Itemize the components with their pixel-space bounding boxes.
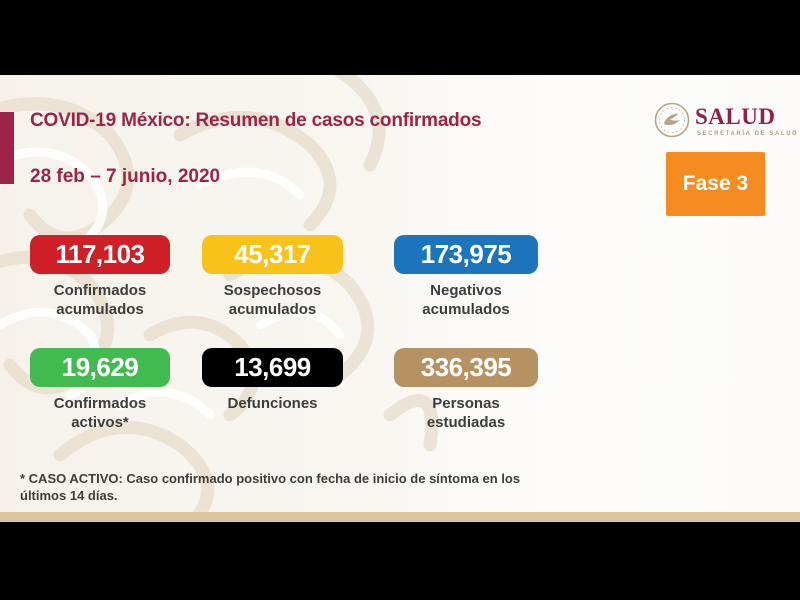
stat-pill-confirmados-activos: 19,629 — [30, 348, 170, 387]
stat-label: Confirmados acumulados — [53, 282, 147, 318]
stat-value: 117,103 — [55, 239, 145, 269]
left-accent-bar — [0, 112, 14, 184]
bottom-letterbox-bar — [0, 522, 800, 600]
stat-pill-confirmados-acumulados: 117,103 — [30, 235, 170, 274]
stat-label: Defunciones — [227, 395, 318, 412]
salud-wordmark: SALUD — [695, 104, 776, 129]
date-range: 28 feb – 7 junio, 2020 — [30, 166, 221, 187]
stat-confirmados-acumulados: 117,103 Confirmados acumulados — [30, 235, 170, 319]
stat-pill-defunciones: 13,699 — [202, 348, 343, 387]
top-letterbox-bar — [0, 0, 800, 75]
stat-personas-estudiadas: 336,395 Personas estudiadas — [394, 348, 538, 432]
stat-value: 13,699 — [234, 352, 311, 382]
stat-value: 19,629 — [61, 352, 139, 382]
covid-summary-slide: COVID-19 México: Resumen de casos confir… — [0, 75, 800, 512]
salud-logo: SALUD SECRETARÍA DE SALUD — [653, 100, 796, 148]
phase-badge: Fase 3 — [666, 152, 765, 216]
stat-value: 173,975 — [420, 239, 512, 269]
stat-defunciones: 13,699 Defunciones — [202, 348, 343, 413]
stat-pill-sospechosos-acumulados: 45,317 — [202, 235, 343, 274]
stat-sospechosos-acumulados: 45,317 Sospechosos acumulados — [202, 235, 343, 319]
stat-value: 336,395 — [420, 352, 512, 382]
stat-pill-negativos-acumulados: 173,975 — [394, 235, 538, 274]
stat-label: Negativos acumulados — [422, 282, 510, 318]
active-case-footnote: * CASO ACTIVO: Caso confirmado positivo … — [20, 471, 521, 503]
salud-tagline: SECRETARÍA DE SALUD — [697, 131, 799, 137]
phase-label: Fase 3 — [682, 172, 749, 195]
slide-title: COVID-19 México: Resumen de casos confir… — [30, 110, 482, 131]
stat-label: Sospechosos acumulados — [223, 282, 322, 318]
stat-confirmados-activos: 19,629 Confirmados activos* — [30, 348, 170, 432]
stat-label: Personas estudiadas — [426, 395, 506, 431]
mexico-eagle-seal-icon — [654, 102, 690, 138]
stat-pill-personas-estudiadas: 336,395 — [394, 348, 538, 387]
stat-negativos-acumulados: 173,975 Negativos acumulados — [394, 235, 538, 319]
bottom-tan-band — [0, 512, 800, 522]
stat-label: Confirmados activos* — [53, 395, 147, 431]
stat-value: 45,317 — [234, 239, 311, 269]
